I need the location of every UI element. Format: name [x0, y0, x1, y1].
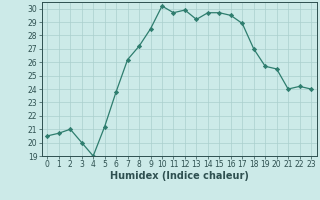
X-axis label: Humidex (Indice chaleur): Humidex (Indice chaleur) — [110, 171, 249, 181]
